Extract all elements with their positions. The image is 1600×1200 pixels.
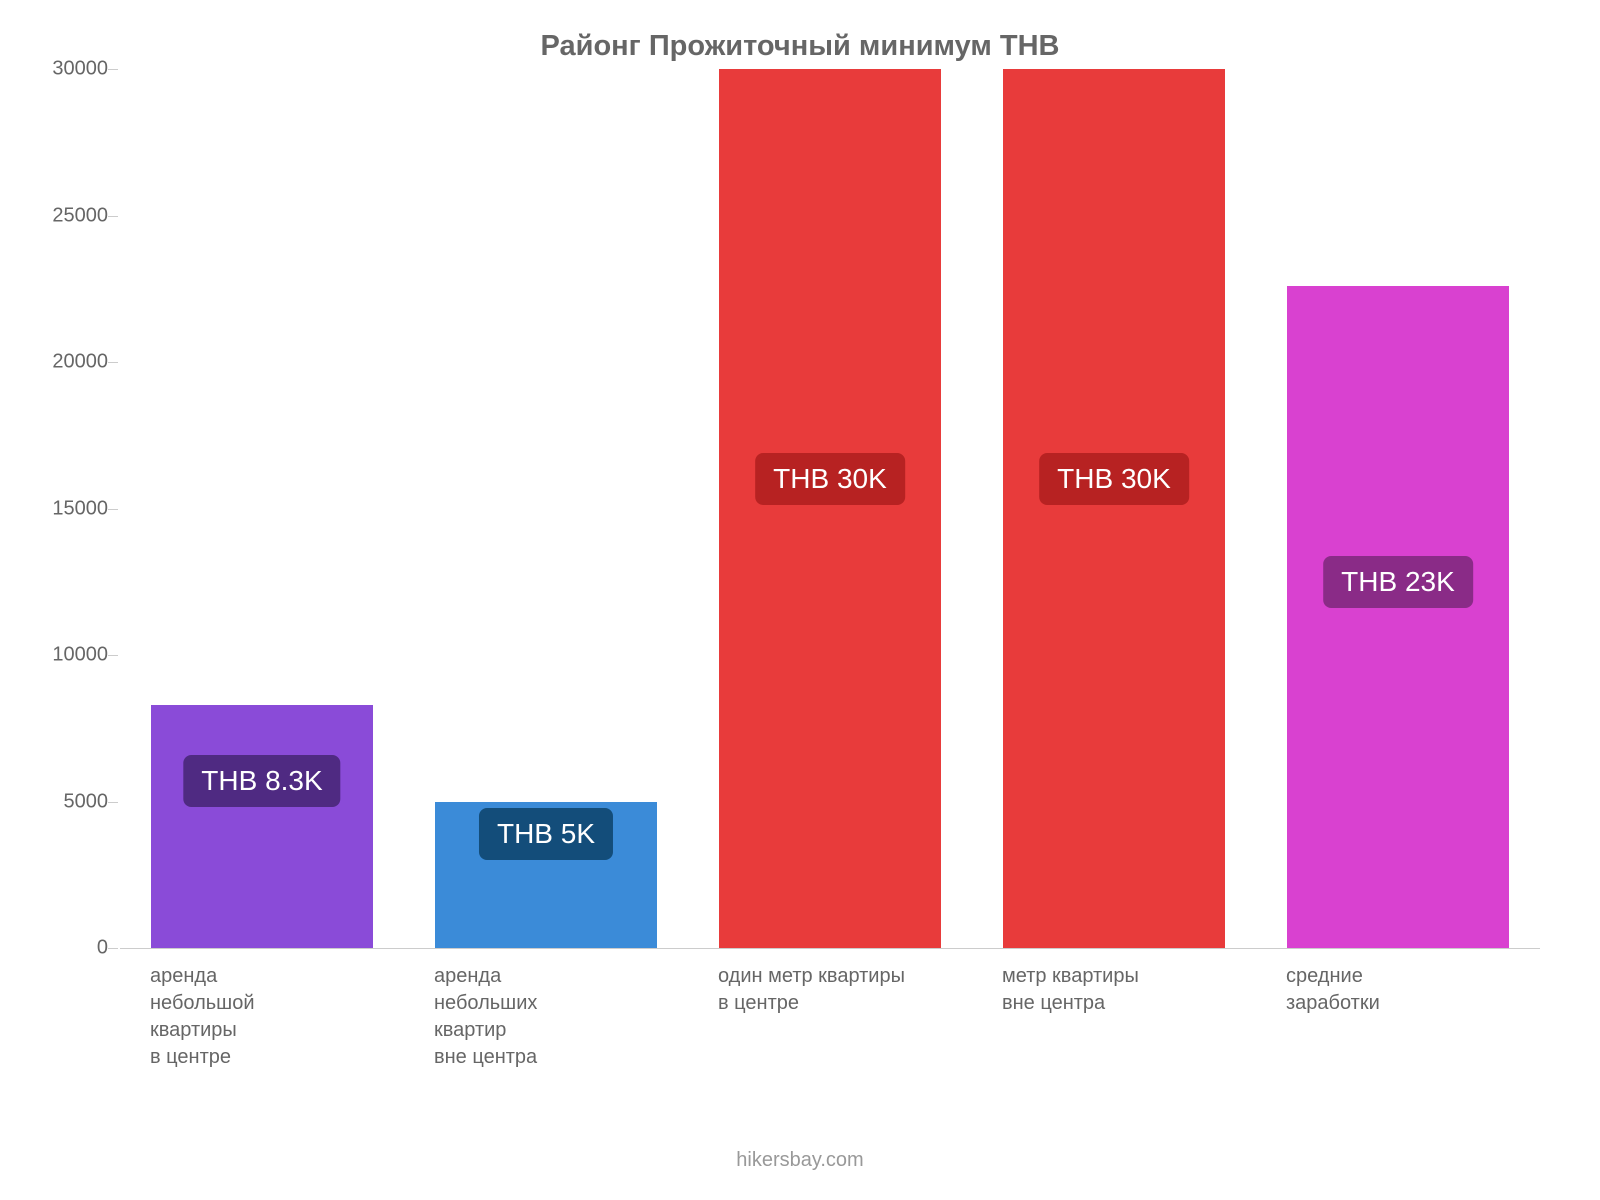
x-label: метр квартиры вне центра [1002, 963, 1246, 1017]
y-tick-label: 30000 [38, 58, 108, 81]
bar-slot: THB 8.3K [120, 69, 404, 948]
x-label: один метр квартиры в центре [718, 963, 962, 1017]
y-tick-label: 5000 [38, 790, 108, 813]
y-tick-label: 15000 [38, 497, 108, 520]
value-badge: THB 8.3K [183, 755, 340, 807]
x-label: аренда небольшой квартиры в центре [150, 963, 394, 1071]
x-label: средние заработки [1286, 963, 1530, 1017]
chart-container: Районг Прожиточный минимум THB 050001000… [0, 0, 1600, 1200]
x-label-slot: аренда небольшой квартиры в центре [120, 963, 404, 1071]
bar-slot: THB 5K [404, 69, 688, 948]
y-tick-label: 0 [38, 937, 108, 960]
y-tick-mark [108, 362, 118, 363]
value-badge: THB 30K [1039, 453, 1189, 505]
y-tick-mark [108, 216, 118, 217]
y-tick-label: 20000 [38, 351, 108, 374]
bar: THB 8.3K [151, 705, 373, 948]
x-label: аренда небольших квартир вне центра [434, 963, 678, 1071]
bar: THB 30K [1003, 69, 1225, 948]
x-label-slot: один метр квартиры в центре [688, 963, 972, 1071]
y-tick-mark [108, 655, 118, 656]
bar: THB 30K [719, 69, 941, 948]
value-badge: THB 30K [755, 453, 905, 505]
x-label-slot: средние заработки [1256, 963, 1540, 1071]
x-axis-labels: аренда небольшой квартиры в центре аренда… [120, 963, 1540, 1071]
plot-area: 050001000015000200002500030000 THB 8.3KT… [120, 69, 1540, 949]
y-tick-mark [108, 509, 118, 510]
plot: 050001000015000200002500030000 THB 8.3KT… [120, 69, 1540, 1071]
y-tick-mark [108, 69, 118, 70]
bar-slot: THB 30K [688, 69, 972, 948]
bar-slot: THB 30K [972, 69, 1256, 948]
y-tick-mark [108, 948, 118, 949]
y-tick-label: 10000 [38, 644, 108, 667]
bar-slot: THB 23K [1256, 69, 1540, 948]
value-badge: THB 23K [1323, 556, 1473, 608]
bars-group: THB 8.3K THB 5K THB 30K THB 30K THB 23K [120, 69, 1540, 948]
y-tick-label: 25000 [38, 204, 108, 227]
bar: THB 23K [1287, 286, 1509, 948]
bar: THB 5K [435, 802, 657, 949]
x-label-slot: аренда небольших квартир вне центра [404, 963, 688, 1071]
y-tick-mark [108, 802, 118, 803]
chart-title: Районг Прожиточный минимум THB [40, 30, 1560, 63]
x-label-slot: метр квартиры вне центра [972, 963, 1256, 1071]
y-axis: 050001000015000200002500030000 [108, 69, 120, 948]
attribution: hikersbay.com [0, 1149, 1600, 1172]
value-badge: THB 5K [479, 808, 613, 860]
